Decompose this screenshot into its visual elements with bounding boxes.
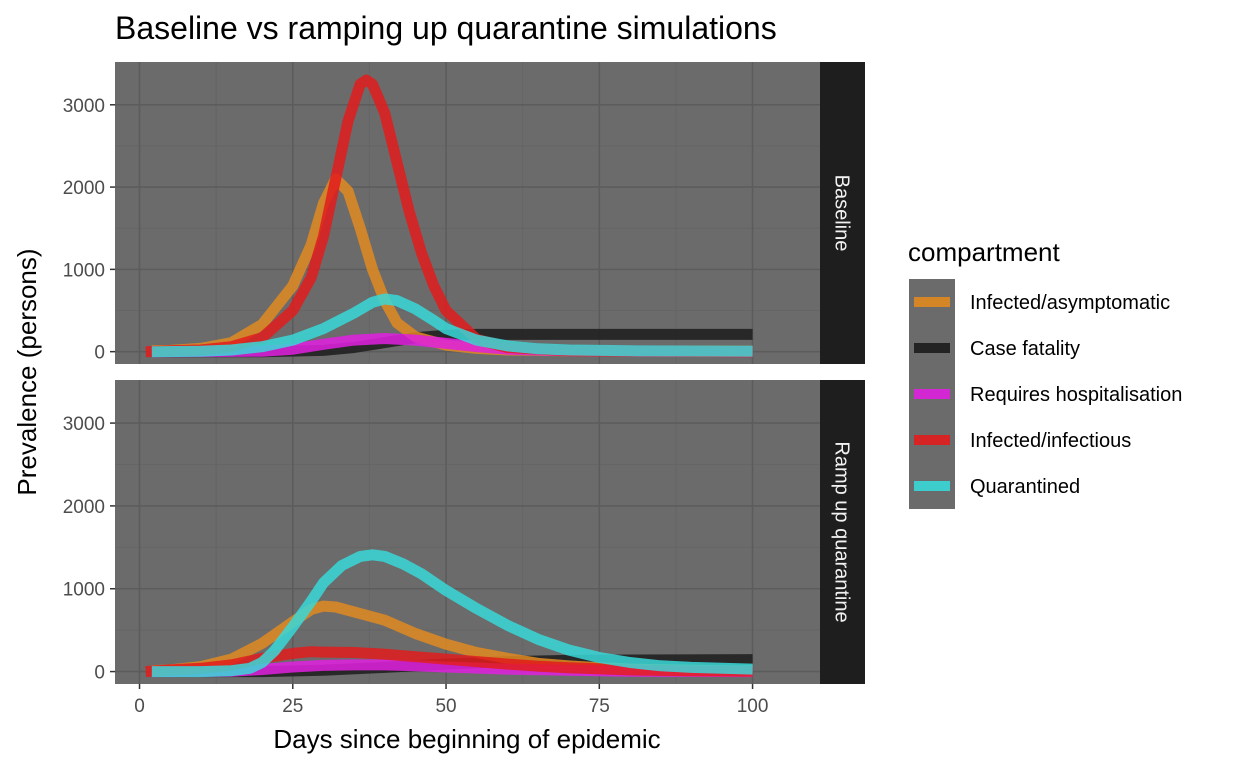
y-tick-label: 1000 bbox=[63, 580, 105, 601]
y-tick-label: 1000 bbox=[63, 260, 105, 281]
y-tick-label: 3000 bbox=[63, 96, 105, 117]
panel-background bbox=[115, 380, 820, 684]
facet-strip bbox=[820, 62, 865, 364]
legend-title: compartment bbox=[908, 237, 1060, 267]
y-tick-label: 0 bbox=[94, 663, 105, 684]
legend-label-quarantined: Quarantined bbox=[970, 476, 1080, 498]
legend-label-infected-asymptomatic: Infected/asymptomatic bbox=[970, 292, 1170, 314]
panel-background bbox=[115, 62, 820, 364]
series-line-infected-infectious bbox=[145, 74, 753, 358]
legend-label-infected-infectious: Infected/infectious bbox=[970, 430, 1131, 452]
facet-panel-ramp-up-quarantine: 0 1000 2000 3000 Ramp up quarantine bbox=[63, 380, 865, 684]
series-line-quarantined bbox=[151, 549, 753, 678]
legend-label-case-fatality: Case fatality bbox=[970, 338, 1080, 360]
facet-panel-baseline: 0 1000 2000 3000 Baseline bbox=[63, 62, 865, 364]
x-tick-label: 75 bbox=[589, 696, 610, 717]
legend-key-infected-asymptomatic bbox=[914, 297, 950, 307]
legend-label-requires-hospitalisation: Requires hospitalisation bbox=[970, 384, 1182, 406]
legend-key-case-fatality bbox=[914, 343, 950, 353]
chart-title: Baseline vs ramping up quarantine simula… bbox=[115, 10, 777, 46]
x-axis: 0 25 50 75 100 bbox=[134, 684, 768, 717]
legend-key-requires-hospitalisation bbox=[914, 389, 950, 399]
legend-key-quarantined bbox=[914, 481, 950, 491]
legend-key-infected-infectious bbox=[914, 435, 950, 445]
series-line-infected-infectious bbox=[145, 646, 753, 678]
facet-strip bbox=[820, 380, 865, 684]
x-tick-label: 25 bbox=[282, 696, 303, 717]
y-tick-label: 3000 bbox=[63, 414, 105, 435]
x-tick-label: 0 bbox=[134, 696, 145, 717]
x-tick-label: 50 bbox=[435, 696, 456, 717]
y-tick-label: 0 bbox=[94, 343, 105, 364]
y-tick-label: 2000 bbox=[63, 497, 105, 518]
facet-strip-label: Baseline bbox=[831, 175, 853, 252]
series-line-quarantined bbox=[151, 293, 753, 358]
y-axis-title: Prevalence (persons) bbox=[12, 248, 42, 495]
y-tick-label: 2000 bbox=[63, 178, 105, 199]
x-tick-label: 100 bbox=[737, 696, 769, 717]
legend: compartment Infected/asymptomatic Case fa… bbox=[908, 237, 1182, 509]
x-axis-title: Days since beginning of epidemic bbox=[273, 724, 660, 754]
facet-strip-label: Ramp up quarantine bbox=[831, 441, 853, 622]
